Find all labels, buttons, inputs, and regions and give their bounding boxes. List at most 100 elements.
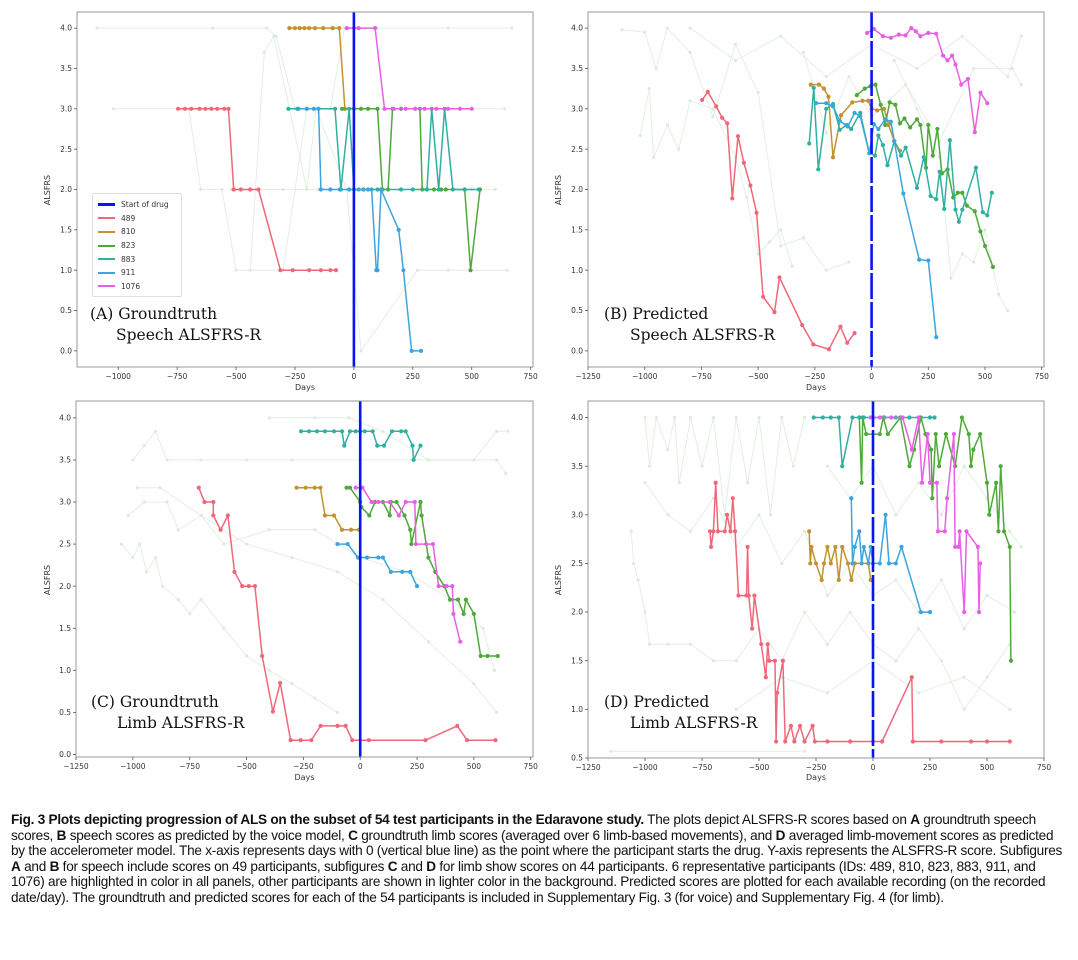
data-point-823 (1008, 658, 1014, 663)
background-participant-point (917, 627, 921, 631)
series-810 (294, 485, 362, 532)
data-point-810 (287, 26, 292, 31)
data-point-489 (333, 268, 339, 273)
data-point-911 (335, 541, 340, 547)
data-point-489 (226, 106, 231, 111)
data-point-810 (833, 544, 838, 550)
data-point-823 (402, 513, 407, 518)
data-point-883 (942, 206, 947, 211)
data-point-489 (910, 739, 916, 744)
data-point-823 (864, 431, 869, 437)
data-point-810 (321, 26, 326, 31)
caption-text: The plots depict ALSFRS-R scores based o… (643, 812, 911, 827)
data-point-911 (901, 191, 906, 196)
caption-bold-text: C (387, 858, 398, 874)
data-point-489 (307, 268, 312, 273)
x-tick-label: 250 (921, 372, 936, 381)
y-axis-label: ALSFRS (554, 175, 563, 205)
data-point-911 (296, 106, 301, 111)
y-tick-label: 1.0 (571, 705, 583, 714)
background-participant-point (688, 26, 692, 30)
data-point-489 (752, 593, 757, 598)
x-tick-label: 500 (467, 762, 482, 771)
data-point-810 (322, 513, 328, 518)
data-point-489 (797, 723, 803, 728)
data-point-883 (807, 141, 812, 146)
x-tick-label: 0 (358, 762, 363, 771)
x-tick-label: −1250 (575, 372, 601, 381)
series-911 (813, 101, 939, 340)
background-participant-point (313, 696, 317, 700)
data-point-489 (754, 210, 759, 215)
data-point-810 (294, 485, 299, 490)
data-point-911 (378, 187, 384, 192)
background-participant-point (153, 555, 158, 560)
series-823 (344, 485, 500, 659)
data-point-810 (331, 513, 337, 518)
background-participant-line (132, 430, 507, 474)
y-tick-label: 2.0 (59, 582, 71, 591)
data-point-489 (775, 690, 780, 695)
data-point-823 (937, 464, 942, 469)
background-participant-point (780, 561, 784, 566)
data-point-1076 (909, 26, 914, 31)
caption-bold-text: D (426, 858, 436, 874)
data-point-1076 (962, 609, 967, 615)
background-participant-point (165, 458, 169, 462)
data-point-883 (375, 187, 380, 192)
legend-entry: 810 (98, 225, 176, 239)
data-point-489 (218, 527, 223, 532)
series-489 (175, 106, 339, 273)
data-point-883 (849, 126, 854, 132)
data-point-823 (468, 268, 473, 273)
series-911 (849, 496, 933, 615)
background-participant-point (199, 187, 203, 192)
background-participant-line (121, 542, 338, 713)
data-point-823 (966, 431, 971, 437)
background-participant-point (446, 26, 450, 30)
legend-label: 883 (121, 254, 136, 264)
background-participant-point (220, 187, 224, 192)
data-point-1076 (925, 431, 930, 437)
data-point-823 (347, 485, 353, 490)
series-911 (335, 541, 420, 589)
data-point-1076 (424, 541, 429, 547)
y-tick-label: 3.5 (59, 456, 71, 465)
data-point-911 (396, 227, 401, 232)
data-point-823 (930, 496, 935, 501)
data-point-489 (725, 121, 730, 126)
data-point-810 (830, 155, 836, 160)
data-point-489 (848, 739, 853, 744)
data-point-489 (802, 739, 807, 744)
series-1076 (864, 26, 990, 135)
data-point-823 (408, 527, 413, 532)
data-point-1076 (940, 53, 946, 58)
background-participant-point (199, 458, 203, 462)
background-participant-point (643, 415, 647, 420)
caption-bold-text: D (775, 827, 786, 843)
data-point-489 (464, 738, 470, 743)
data-point-823 (929, 447, 934, 452)
background-participant-point (272, 34, 276, 38)
background-participant-point (962, 675, 966, 679)
background-participant-point (144, 570, 149, 574)
data-point-1076 (450, 584, 455, 589)
data-point-823 (933, 431, 938, 437)
data-point-810 (297, 26, 302, 31)
data-point-489 (202, 499, 207, 505)
data-point-883 (850, 415, 855, 420)
background-participant-point (894, 513, 898, 517)
data-point-1076 (926, 30, 931, 36)
background-participant-point (643, 610, 647, 614)
data-point-1076 (959, 82, 964, 87)
data-point-489 (343, 723, 348, 728)
series-line-1076 (346, 27, 472, 110)
background-participant-point (824, 74, 828, 79)
background-participant-point (939, 659, 944, 663)
background-participant-point (652, 155, 656, 159)
data-point-911 (883, 512, 888, 517)
x-tick-label: −250 (285, 372, 306, 381)
data-point-883 (836, 415, 841, 420)
data-point-1076 (458, 639, 463, 644)
data-point-489 (792, 739, 797, 744)
